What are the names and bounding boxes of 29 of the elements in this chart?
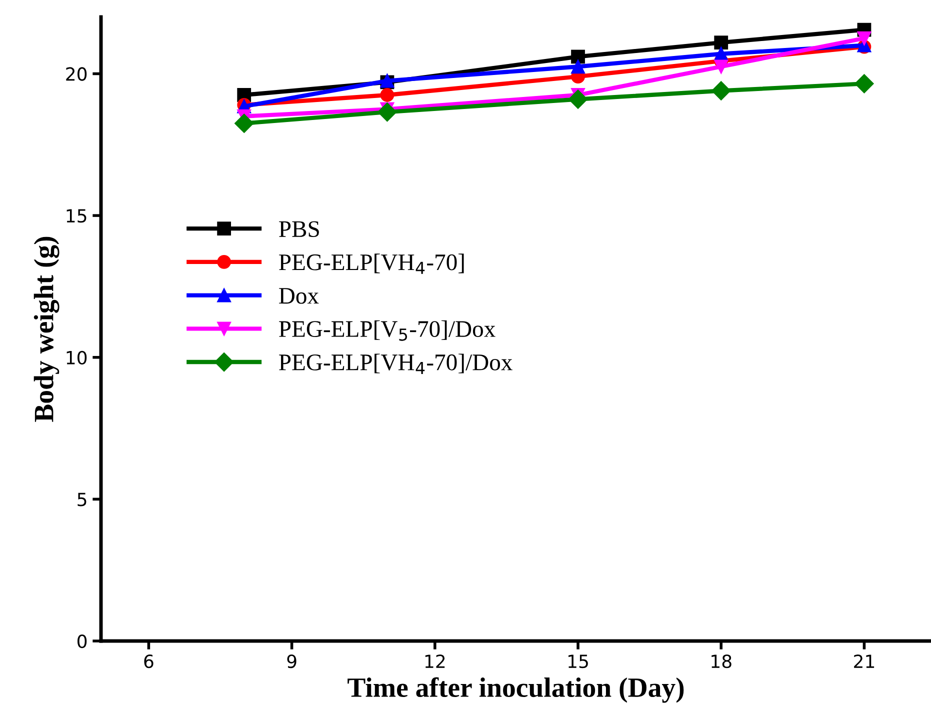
- point: [234, 114, 254, 133]
- legend-label: Dox: [279, 288, 319, 304]
- y-tick-label: 20: [66, 67, 87, 81]
- x-tick-label: 12: [425, 654, 445, 668]
- point: [857, 31, 872, 46]
- point: [571, 50, 585, 64]
- y-tick-label: 10: [66, 350, 87, 364]
- point: [854, 74, 874, 94]
- x-tick-label: 15: [568, 654, 588, 668]
- x-tick-label: 9: [287, 654, 296, 668]
- legend-label: PBS: [279, 221, 319, 238]
- point: [714, 36, 728, 50]
- y-tick-label: 0: [78, 634, 87, 648]
- point: [712, 81, 731, 100]
- point: [571, 60, 585, 74]
- x-tick-label: 6: [144, 654, 154, 668]
- x-tick-label: 21: [854, 654, 874, 668]
- point: [568, 90, 588, 109]
- legend-label: PEG-ELP[VH$_{4}$-70]: [279, 254, 464, 274]
- y-tick-label: 5: [78, 492, 86, 506]
- legend-label: PEG-ELP[VH$_{4}$-70]/Dox: [279, 354, 512, 374]
- point: [378, 102, 397, 122]
- y-axis-title: Body weight (g): [34, 236, 60, 422]
- x-tick-label: 18: [712, 654, 732, 668]
- legend-label: PEG-ELP[V$_{5}$-70]/Dox: [279, 320, 496, 341]
- y-tick-label: 15: [66, 209, 86, 223]
- point: [714, 60, 728, 74]
- point: [380, 88, 394, 102]
- x-axis-title: Time after inoculation (Day): [348, 677, 684, 703]
